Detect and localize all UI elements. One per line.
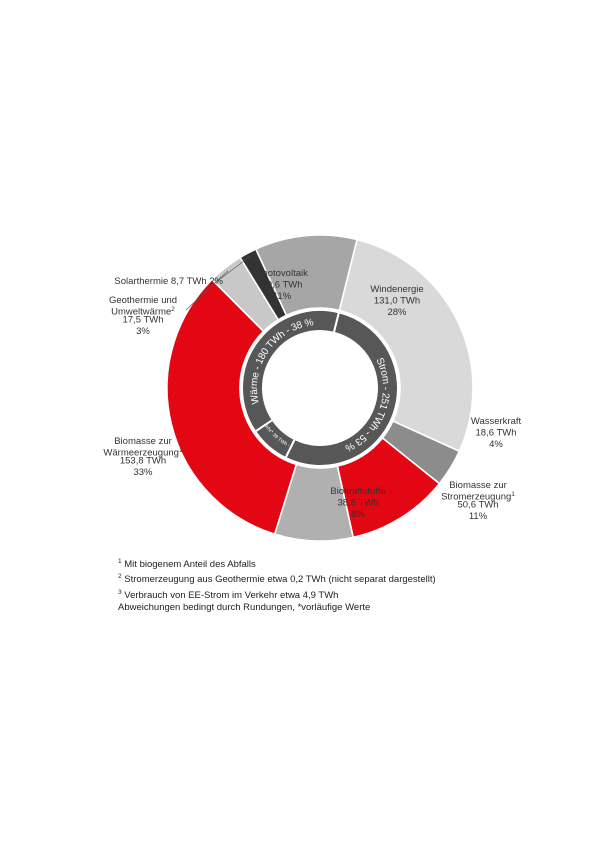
label-biokraftstoffe: Biokraftstoffe 38,8 TWh 8% [330,486,385,520]
segment-labels: Windenergie 131,0 TWh 28% Wasserkraft 18,6 T… [103,268,521,522]
footnote-1: 1 Mit biogenem Anteil des Abfalls [118,558,256,571]
leader-solarthermie [211,256,250,286]
label-wasserkraft: Wasserkraft 18,6 TWh 4% [471,416,522,450]
footnote-2: 2 Stromerzeugung aus Geothermie etwa 0,2… [118,573,436,586]
leader-geothermie [185,270,229,311]
inner-ring [241,309,399,467]
label-windenergie: Windenergie 131,0 TWh 28% [370,284,423,318]
label-geothermie-und-umweltwaerme: Geothermie und Umweltwärme2 17,5 TWh 3% [109,295,177,337]
segment-biomasse-zur-waermeerzeugung [166,278,298,536]
label-biomasse-zur-stromerzeugung: Biomasse zur Stromerzeugung1 50,6 TWh 11% [441,480,515,522]
label-solarthermie: Solarthermie 8,7 TWh 2% [114,276,223,287]
footnote-3: 3 Verbrauch von EE-Strom im Verkehr etwa… [118,588,339,602]
label-biomasse-zur-waermeerzeugung: Biomasse zur Wärmeerzeugung1 153,8 TWh 33% [103,436,183,478]
label-photovoltaik: Photovoltaik 50,6 TWh 11% [256,268,308,302]
segment-windenergie [338,238,474,453]
segment-photovoltaik [254,234,358,317]
inner-segment-waerme [241,309,341,433]
leader-lines [185,256,250,311]
footnotes: 1 Mit biogenem Anteil des Abfalls 2 Stro… [118,556,436,615]
footnote-note: Abweichungen bedingt durch Rundungen, *v… [118,602,371,614]
outer-ring [166,234,474,542]
inner-segment-strom [284,311,399,467]
